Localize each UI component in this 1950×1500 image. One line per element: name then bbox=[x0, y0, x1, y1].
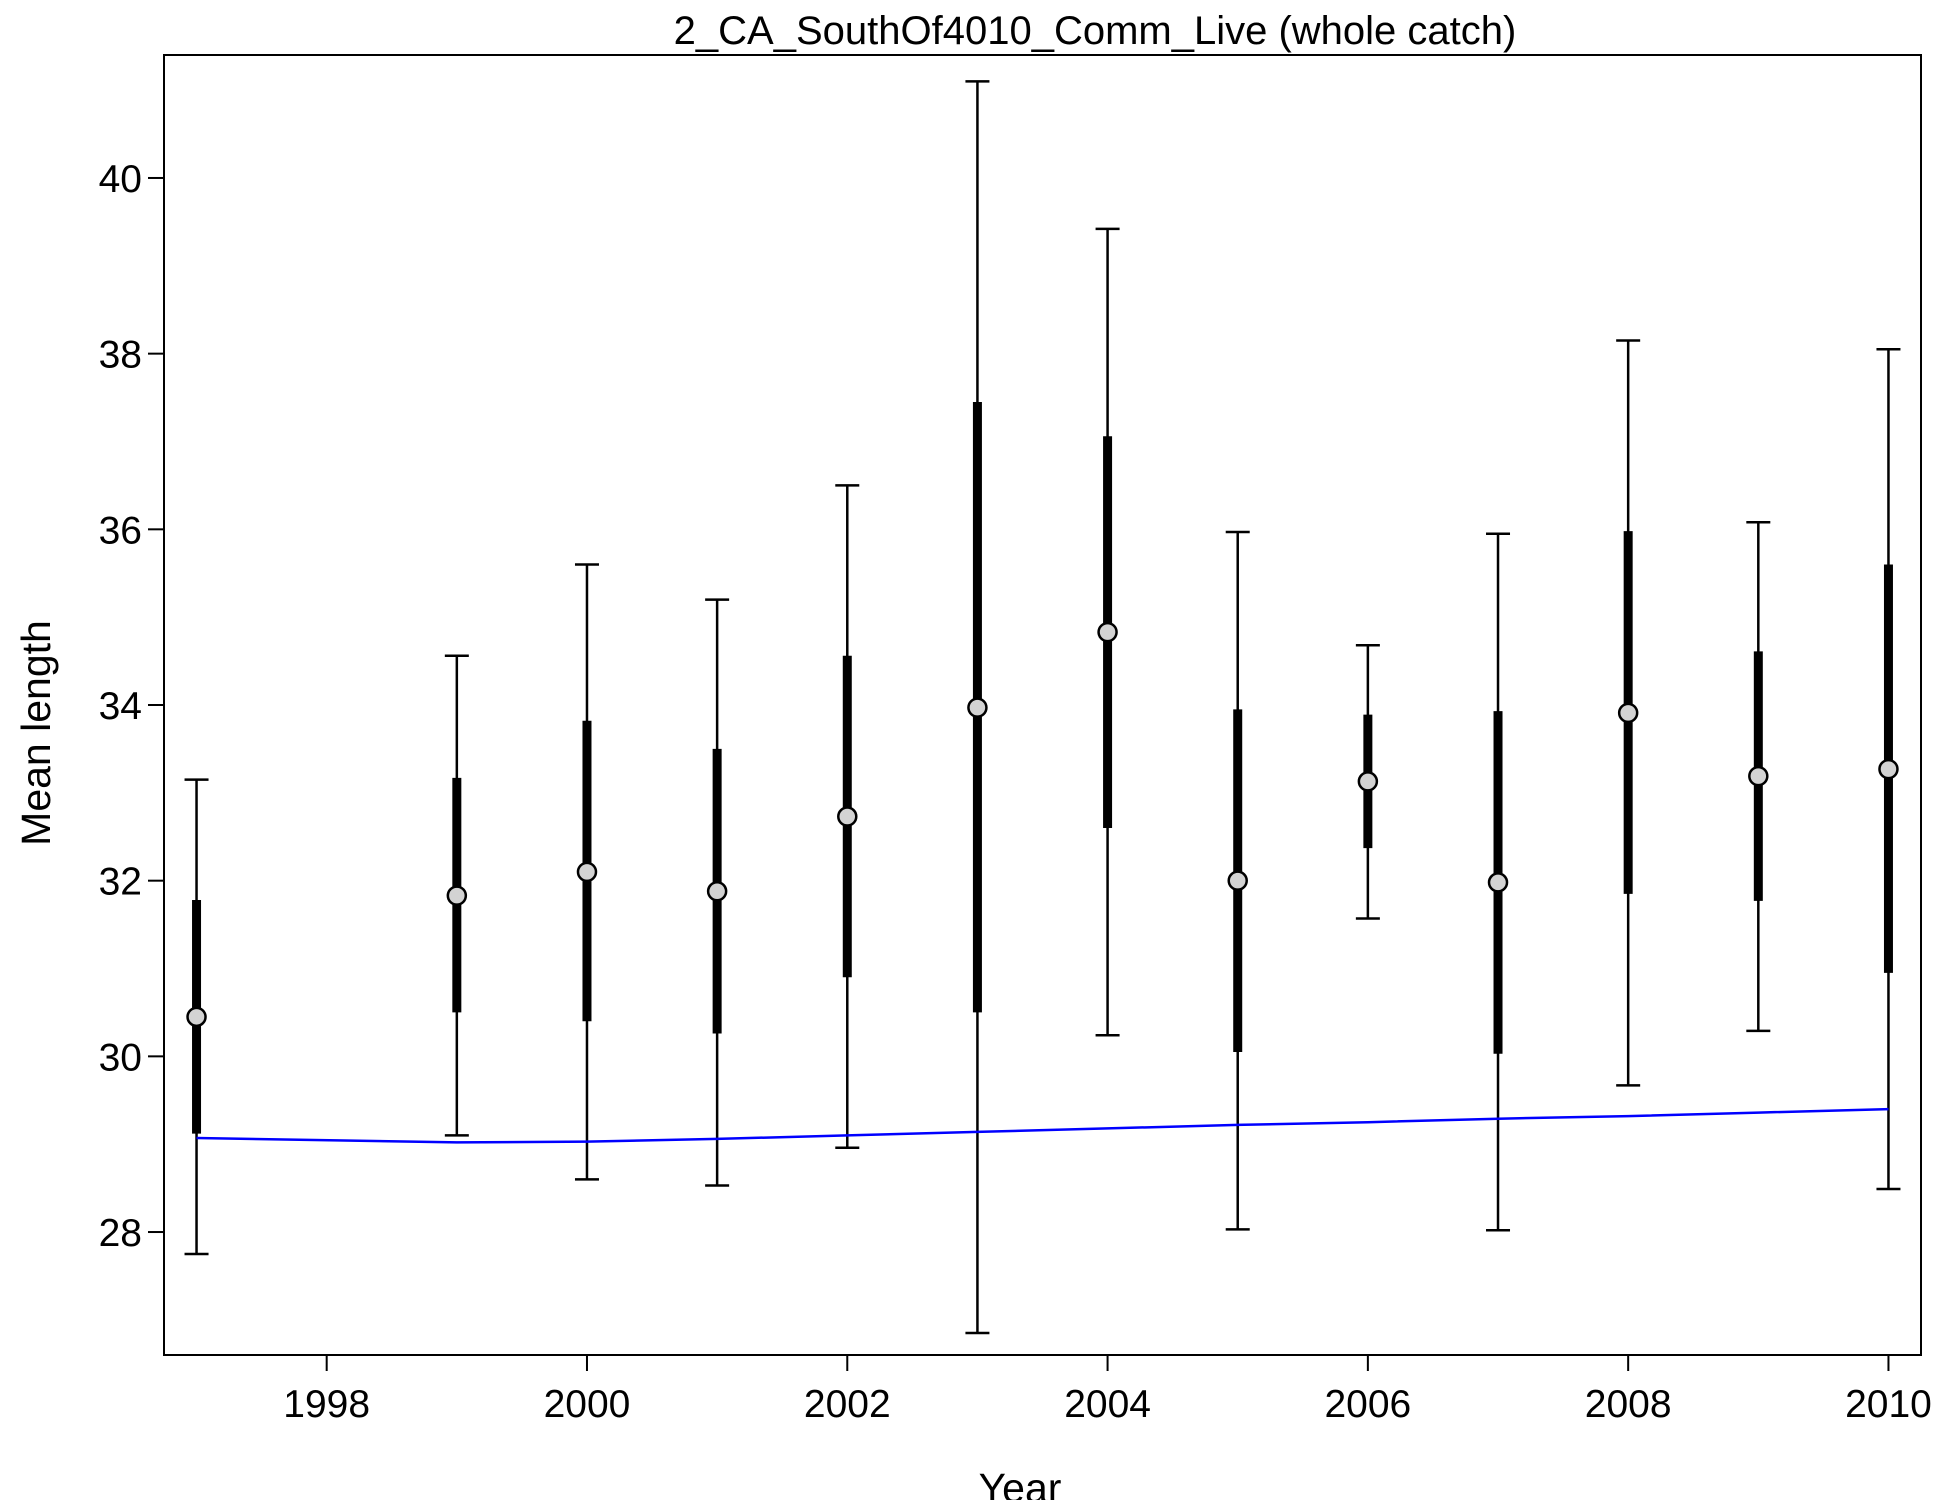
axes: 1998 2000 2002 2004 2006 2008 2010 28 30 32 34 36 38… bbox=[99, 54, 1932, 1426]
observed-point bbox=[1357, 771, 1379, 792]
observed-point bbox=[837, 806, 858, 827]
observed-point bbox=[186, 1006, 207, 1028]
y-tick-label: 34 bbox=[99, 685, 142, 728]
y-axis-title: Mean length bbox=[13, 620, 59, 846]
expected-mean-line bbox=[196, 1107, 1889, 1144]
observed-point bbox=[1487, 872, 1509, 893]
x-tick-label: 2008 bbox=[1585, 1383, 1672, 1426]
x-tick-label: 2000 bbox=[544, 1383, 631, 1426]
observed-point bbox=[576, 861, 598, 883]
y-tick-label: 36 bbox=[99, 509, 142, 552]
observed-point bbox=[1878, 758, 1899, 780]
y-tick-label: 32 bbox=[99, 861, 142, 904]
observed-point bbox=[706, 880, 728, 902]
x-tick-label: 1998 bbox=[283, 1383, 370, 1426]
chart-title: 2_CA_SouthOf4010_Comm_Live (whole catch) bbox=[674, 9, 1517, 53]
x-tick-label: 2002 bbox=[804, 1383, 891, 1426]
x-tick-label: 2004 bbox=[1064, 1383, 1151, 1426]
observed-point bbox=[1617, 702, 1639, 724]
observed-point bbox=[1227, 870, 1248, 891]
x-axis-title: Year bbox=[979, 1465, 1062, 1500]
observed-point bbox=[1097, 621, 1118, 643]
observed-point bbox=[1748, 765, 1769, 787]
observed-point bbox=[446, 885, 468, 906]
plot-area bbox=[184, 80, 1901, 1335]
y-tick-label: 28 bbox=[99, 1212, 142, 1255]
y-tick-label: 30 bbox=[99, 1036, 142, 1079]
observed-point bbox=[967, 697, 988, 718]
x-tick-label: 2010 bbox=[1845, 1383, 1932, 1426]
y-tick-label: 40 bbox=[99, 158, 142, 201]
x-tick-label: 2006 bbox=[1324, 1383, 1411, 1426]
y-tick-label: 38 bbox=[99, 334, 142, 377]
